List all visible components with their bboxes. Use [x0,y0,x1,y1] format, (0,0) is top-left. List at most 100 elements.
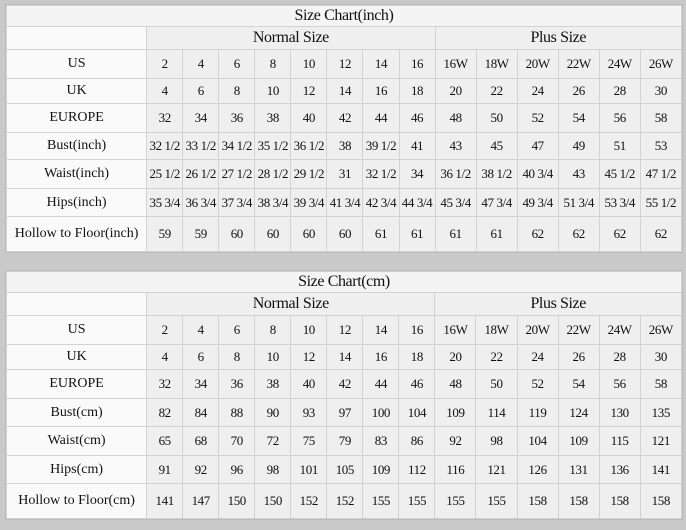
size-value-cell: 43 [434,132,477,160]
size-value-cell: 59 [146,216,184,252]
row-label: Hollow to Floor(cm) [5,483,148,519]
size-value-cell: 18 [398,344,436,370]
size-value-cell: 18 [398,78,436,104]
size-value-cell: 40 [290,103,328,133]
size-value-cell: 27 1/2 [218,159,256,189]
size-value-cell: 38 3/4 [254,188,292,217]
table-row: Waist(cm) 65 68 70 72 75 79 83 86 92 98 104 109 115 12… [5,426,683,456]
size-value-cell: 45 3/4 [434,188,477,217]
table-row: US 2 4 6 8 10 12 14 16 16W 18W 20W 22W 24W 26W [5,49,683,79]
size-value-cell: 12 [290,78,328,104]
size-value-cell: 50 [475,103,518,133]
size-value-cell: 136 [598,455,641,484]
size-value-cell: 22 [475,344,518,370]
size-value-cell: 130 [598,398,641,427]
size-value-cell: 43 [557,159,600,189]
row-label: UK [5,78,148,104]
size-value-cell: 24W [598,315,641,345]
size-value-cell: 53 3/4 [598,188,641,217]
size-value-cell: 8 [254,49,292,79]
size-value-cell: 10 [254,344,292,370]
size-value-cell: 158 [639,483,683,519]
size-value-cell: 47 [516,132,559,160]
size-value-cell: 28 [598,344,641,370]
size-value-cell: 24W [598,49,641,79]
size-value-cell: 38 [254,103,292,133]
size-value-cell: 112 [398,455,436,484]
size-value-cell: 4 [146,78,184,104]
row-label: EUROPE [5,103,148,133]
row-label: Hips(inch) [5,188,148,217]
table-row: Hips(inch) 35 3/4 36 3/4 37 3/4 38 3/4 39 3/4… [5,188,683,217]
size-value-cell: 50 [475,369,518,399]
normal-size-header: Normal Size [146,292,436,316]
table-row: EUROPE 32 34 36 38 40 42 44 46 48 50 52 54 56 58 [5,369,683,399]
size-value-cell: 56 [598,103,641,133]
size-value-cell: 28 [598,78,641,104]
row-label: US [5,315,148,345]
size-value-cell: 42 3/4 [362,188,400,217]
size-value-cell: 16 [398,49,436,79]
size-value-cell: 116 [434,455,477,484]
size-value-cell: 33 1/2 [182,132,220,160]
table-row: Hollow to Floor(cm) 141 147 150 150 152 152 155… [5,483,683,519]
size-value-cell: 20W [516,49,559,79]
size-value-cell: 10 [254,78,292,104]
size-value-cell: 22W [557,49,600,79]
size-value-cell: 84 [182,398,220,427]
size-value-cell: 25 1/2 [146,159,184,189]
size-value-cell: 152 [290,483,328,519]
size-value-cell: 29 1/2 [290,159,328,189]
size-value-cell: 147 [182,483,220,519]
size-value-cell: 16 [362,78,400,104]
size-value-cell: 6 [182,344,220,370]
size-value-cell: 91 [146,455,184,484]
size-value-cell: 72 [254,426,292,456]
size-value-cell: 28 1/2 [254,159,292,189]
size-value-cell: 47 1/2 [639,159,683,189]
size-value-cell: 126 [516,455,559,484]
plus-size-header: Plus Size [434,26,683,50]
size-value-cell: 49 3/4 [516,188,559,217]
size-value-cell: 155 [475,483,518,519]
size-value-cell: 96 [218,455,256,484]
size-value-cell: 36 3/4 [182,188,220,217]
size-value-cell: 4 [182,49,220,79]
size-value-cell: 8 [218,78,256,104]
size-value-cell: 16 [362,344,400,370]
size-value-cell: 36 [218,369,256,399]
size-value-cell: 62 [516,216,559,252]
size-value-cell: 16W [434,49,477,79]
size-value-cell: 88 [218,398,256,427]
size-value-cell: 58 [639,103,683,133]
size-value-cell: 152 [326,483,364,519]
size-value-cell: 70 [218,426,256,456]
table-row: Waist(inch) 25 1/2 26 1/2 27 1/2 28 1/2 29 1/… [5,159,683,189]
size-value-cell: 58 [639,369,683,399]
size-value-cell: 62 [639,216,683,252]
size-value-cell: 62 [598,216,641,252]
size-value-cell: 20 [434,344,477,370]
blank-cell [5,26,148,50]
size-value-cell: 18W [475,315,518,345]
size-value-cell: 38 [326,132,364,160]
size-value-cell: 30 [639,78,683,104]
row-label: EUROPE [5,369,148,399]
size-value-cell: 34 [182,369,220,399]
row-label: Waist(inch) [5,159,148,189]
chart-title: Size Chart(inch) [6,5,682,27]
size-value-cell: 32 1/2 [146,132,184,160]
size-value-cell: 38 [254,369,292,399]
size-value-cell: 36 [218,103,256,133]
size-value-cell: 61 [398,216,436,252]
size-value-cell: 14 [362,49,400,79]
normal-size-header: Normal Size [146,26,436,50]
size-value-cell: 100 [362,398,400,427]
size-value-cell: 48 [434,103,477,133]
size-value-cell: 155 [434,483,477,519]
size-value-cell: 42 [326,369,364,399]
plus-size-header: Plus Size [434,292,682,316]
size-value-cell: 104 [398,398,436,427]
size-value-cell: 2 [146,49,184,79]
size-value-cell: 45 1/2 [598,159,641,189]
